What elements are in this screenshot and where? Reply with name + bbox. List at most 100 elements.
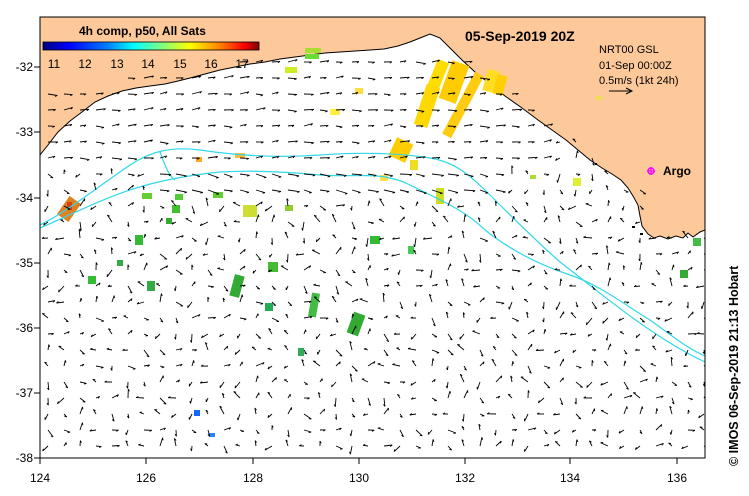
- current-arrow: [575, 264, 582, 271]
- current-arrow: [639, 365, 647, 372]
- current-arrow-head: [450, 235, 453, 239]
- current-arrow-head: [314, 214, 317, 217]
- current-arrow: [633, 392, 641, 399]
- current-arrow: [447, 61, 455, 64]
- current-arrow-head: [643, 370, 646, 372]
- current-arrow-head: [197, 175, 201, 178]
- current-arrow: [79, 397, 86, 403]
- current-arrow: [639, 317, 645, 323]
- current-arrow-head: [146, 355, 150, 358]
- argo-marker[interactable]: [647, 167, 655, 175]
- current-arrow-head: [291, 124, 295, 128]
- current-arrow-head: [383, 404, 386, 407]
- current-arrow-head: [83, 382, 87, 385]
- current-arrow-head: [68, 254, 72, 257]
- current-arrow-head: [608, 262, 611, 266]
- current-arrow-head: [81, 332, 85, 335]
- current-arrow-head: [542, 306, 545, 310]
- current-arrow-head: [605, 338, 608, 341]
- current-arrow: [495, 173, 505, 176]
- current-arrow-head: [243, 284, 246, 287]
- current-arrow-head: [498, 395, 501, 399]
- current-arrow: [207, 173, 219, 179]
- current-arrow: [47, 93, 58, 96]
- current-arrow: [623, 381, 629, 390]
- current-arrow-head: [44, 361, 48, 364]
- current-arrow: [447, 333, 453, 341]
- current-arrow-head: [101, 142, 105, 145]
- current-arrow-head: [362, 443, 366, 446]
- current-arrow-head: [407, 140, 411, 143]
- current-arrow: [319, 173, 331, 177]
- current-arrow-head: [247, 75, 250, 79]
- current-arrow-head: [373, 174, 377, 177]
- current-arrow-head: [207, 296, 210, 300]
- current-arrow-head: [205, 409, 209, 412]
- current-arrow-head: [162, 437, 164, 441]
- current-arrow-head: [54, 95, 58, 97]
- current-arrow-head: [470, 76, 474, 79]
- current-arrow-head: [588, 265, 591, 268]
- current-arrow-head: [134, 158, 138, 161]
- current-arrow-head: [271, 425, 274, 428]
- current-arrow-head: [332, 234, 336, 236]
- current-arrow-head: [388, 139, 392, 143]
- current-arrow: [495, 107, 504, 111]
- current-arrow-head: [339, 141, 343, 144]
- current-arrow-head: [286, 198, 289, 201]
- current-arrow-head: [461, 230, 465, 234]
- current-arrow: [217, 267, 225, 271]
- current-arrow-head: [189, 340, 192, 343]
- current-arrow-head: [181, 93, 185, 96]
- current-arrow-head: [325, 125, 329, 128]
- current-arrow: [414, 237, 417, 247]
- current-arrow-head: [245, 141, 249, 144]
- current-arrow-head: [160, 293, 163, 297]
- current-arrow-head: [357, 191, 361, 194]
- current-arrow: [543, 123, 553, 127]
- current-arrow: [407, 348, 417, 351]
- current-arrow: [392, 237, 401, 240]
- current-arrow-head: [549, 155, 552, 159]
- current-arrow: [47, 155, 56, 159]
- current-arrow: [154, 409, 161, 415]
- current-arrow-head: [339, 427, 342, 431]
- current-arrow: [479, 397, 485, 404]
- current-arrow-head: [372, 61, 375, 64]
- current-arrow: [271, 124, 281, 127]
- current-arrow-head: [246, 191, 250, 194]
- current-arrow: [495, 189, 506, 193]
- current-arrow-head: [359, 174, 362, 177]
- current-arrow: [137, 281, 145, 287]
- current-arrow-head: [449, 304, 453, 306]
- current-arrow: [655, 395, 664, 399]
- current-arrow-head: [676, 251, 679, 255]
- current-arrow-head: [185, 256, 188, 260]
- current-arrow: [491, 358, 497, 367]
- current-arrow: [457, 205, 465, 208]
- current-arrow-head: [370, 318, 374, 321]
- current-arrow-head: [641, 208, 644, 210]
- current-arrow-head: [350, 207, 353, 211]
- current-arrow: [185, 218, 193, 223]
- current-arrow: [473, 285, 481, 288]
- current-arrow-head: [406, 76, 410, 79]
- current-arrow-head: [389, 77, 393, 80]
- current-arrow-head: [544, 328, 547, 332]
- current-arrow: [217, 235, 225, 239]
- current-arrow-head: [339, 61, 343, 64]
- current-arrow-head: [437, 59, 440, 63]
- current-arrow-head: [207, 434, 211, 437]
- current-arrow-head: [221, 392, 225, 396]
- current-arrow-head: [618, 318, 621, 321]
- current-arrow: [287, 189, 300, 193]
- current-arrow-head: [576, 150, 579, 154]
- current-arrow-head: [609, 236, 613, 240]
- current-arrow-head: [605, 185, 609, 188]
- colorbar-tick: 12: [78, 57, 92, 71]
- current-arrow: [428, 294, 433, 303]
- current-arrow-head: [260, 59, 264, 63]
- current-arrow: [287, 109, 297, 112]
- current-arrow: [287, 155, 295, 159]
- current-arrow: [366, 237, 369, 247]
